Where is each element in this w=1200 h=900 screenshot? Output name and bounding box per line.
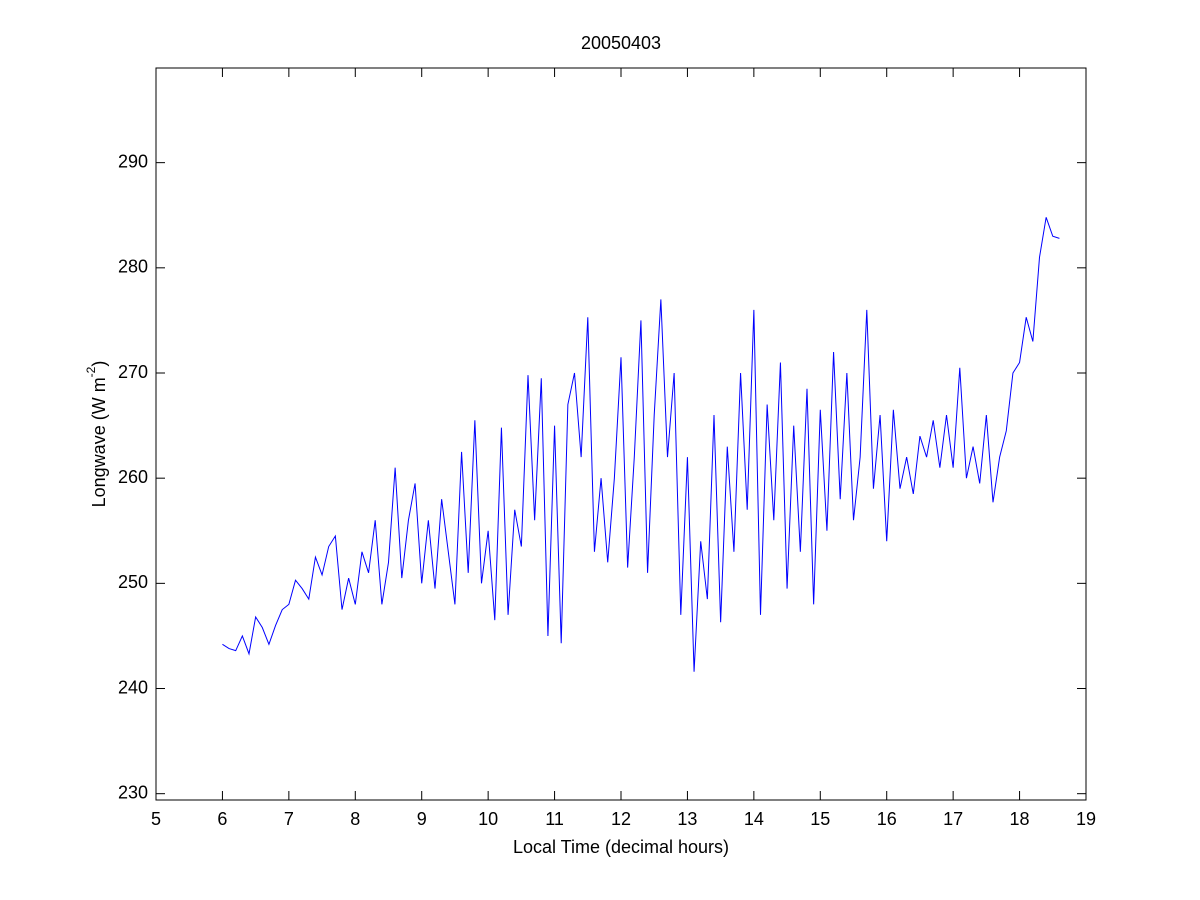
x-tick-label: 17 <box>943 809 963 829</box>
x-tick-label: 5 <box>151 809 161 829</box>
x-tick-label: 11 <box>545 809 564 829</box>
x-axis-label: Local Time (decimal hours) <box>513 837 729 857</box>
y-tick-label: 260 <box>118 467 148 487</box>
x-tick-label: 9 <box>417 809 427 829</box>
data-line <box>222 217 1060 672</box>
x-tick-label: 6 <box>217 809 227 829</box>
y-tick-label: 230 <box>118 782 148 802</box>
y-tick-label: 240 <box>118 677 148 697</box>
x-tick-label: 14 <box>744 809 764 829</box>
y-label-text: Longwave (W m <box>89 377 109 507</box>
y-tick-label: 270 <box>118 362 148 382</box>
x-tick-label: 16 <box>877 809 897 829</box>
x-tick-label: 8 <box>350 809 360 829</box>
chart-title: 20050403 <box>581 33 661 53</box>
y-label-superscript: -2 <box>84 366 98 377</box>
y-label-suffix: ) <box>89 361 109 367</box>
x-tick-label: 7 <box>284 809 294 829</box>
x-tick-label: 19 <box>1076 809 1096 829</box>
y-axis-label: Longwave (W m-2) <box>84 361 109 508</box>
x-tick-label: 15 <box>810 809 830 829</box>
x-tick-label: 10 <box>478 809 498 829</box>
x-tick-label: 18 <box>1010 809 1030 829</box>
x-tick-label: 12 <box>611 809 631 829</box>
x-tick-label: 13 <box>677 809 697 829</box>
y-tick-label: 290 <box>118 151 148 171</box>
y-tick-label: 280 <box>118 257 148 277</box>
y-tick-label: 250 <box>118 572 148 592</box>
